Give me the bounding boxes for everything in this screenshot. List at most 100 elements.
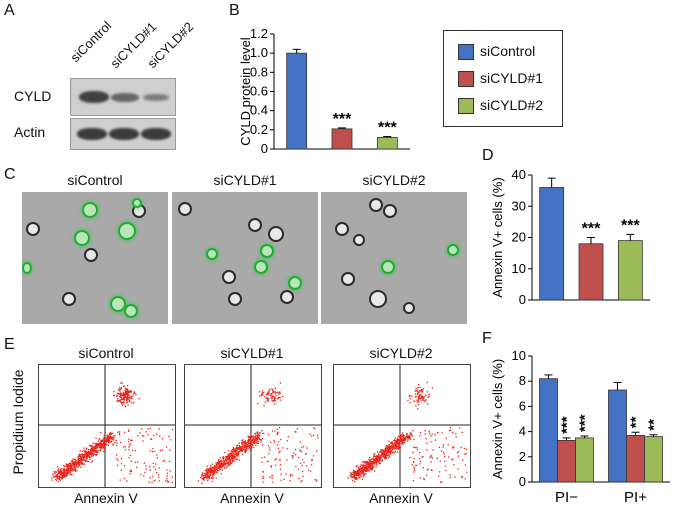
blot-band: [141, 128, 171, 140]
micrograph-sicontrol: [22, 192, 168, 324]
flow-xlabel: Annexin V: [369, 490, 433, 506]
y-tick-label: 0: [261, 141, 268, 156]
legend-label: siControl: [480, 43, 536, 59]
legend-item-sicyld1: siCYLD#1: [458, 70, 543, 88]
cell: [62, 292, 76, 306]
significance-label: ***: [378, 120, 397, 137]
flow-plot-sicyld2: [333, 364, 471, 488]
cell: [206, 248, 218, 260]
bar: [557, 440, 576, 483]
blot-band: [111, 93, 139, 102]
cell: [288, 276, 302, 290]
significance-label: **: [646, 419, 663, 431]
cell: [26, 222, 40, 236]
legend-item-sicontrol: siControl: [458, 43, 536, 61]
cell: [82, 202, 98, 218]
cell: [369, 290, 387, 308]
cell: [84, 248, 98, 262]
cell: [403, 302, 415, 314]
cell: [132, 198, 142, 208]
bar: [539, 378, 558, 483]
blot-row-label: CYLD: [14, 88, 52, 104]
legend-swatch: [458, 98, 474, 115]
significance-label: ***: [621, 217, 640, 234]
bar: [617, 240, 643, 301]
flow-plot-sicontrol: [38, 364, 176, 488]
flow-ylabel: Propidium Iodide: [10, 369, 26, 475]
y-tick-label: 30: [512, 198, 526, 213]
legend-label: siCYLD#2: [480, 97, 544, 113]
bar: [539, 187, 565, 301]
cell: [228, 292, 242, 306]
bar: [331, 128, 353, 150]
bar: [575, 437, 594, 483]
y-axis-label: Annexin V+ cells (%): [490, 177, 505, 297]
legend-swatch: [458, 71, 474, 88]
panel-label-e: E: [4, 336, 15, 353]
flow-xlabel: Annexin V: [74, 490, 138, 506]
flow-events: [51, 382, 174, 484]
flow-events: [197, 382, 319, 484]
cell: [268, 226, 284, 242]
cell: [341, 272, 355, 286]
bar: [286, 52, 308, 150]
y-tick-label: 0: [519, 292, 526, 307]
cell: [22, 262, 32, 274]
y-tick-label: 0.4: [250, 103, 268, 118]
cell: [124, 304, 138, 318]
significance-label: ***: [333, 111, 352, 128]
cell: [353, 234, 365, 246]
y-tick-label: 4: [519, 424, 526, 439]
legend-swatch: [458, 44, 474, 61]
cyld-blot-strip: [70, 78, 176, 116]
bar: [644, 436, 663, 483]
cell: [383, 204, 397, 218]
cell: [248, 218, 262, 232]
y-tick-label: 2: [519, 449, 526, 464]
cell: [447, 244, 459, 256]
blot-row-label: Actin: [14, 124, 46, 140]
panel-label-d: D: [482, 147, 494, 164]
y-tick-label: 0: [519, 474, 526, 489]
significance-label: ***: [559, 416, 576, 434]
panel-label-f: F: [482, 330, 492, 347]
x-group-label: PI+: [624, 489, 647, 506]
chart-b-cyld-protein: 0 0.2 0.4 0.6 0.8 1.0 1.2 *** *** CYLD protein le…: [238, 26, 410, 156]
legend-item-sicyld2: siCYLD#2: [458, 97, 544, 115]
cell: [74, 230, 90, 246]
micro-title: siCYLD#1: [213, 172, 277, 188]
x-group-label: PI−: [555, 489, 578, 506]
y-tick-label: 8: [519, 373, 526, 388]
y-tick-label: 0.6: [250, 84, 268, 99]
significance-label: ***: [577, 414, 594, 432]
y-tick-label: 1.0: [250, 45, 268, 60]
y-axis-label: Annexin V+ cells (%): [490, 359, 505, 479]
flow-title: siControl: [78, 345, 134, 361]
panel-label-c: C: [4, 166, 16, 183]
cell: [222, 270, 236, 284]
micro-title: siControl: [67, 172, 123, 188]
y-tick-label: 40: [512, 167, 526, 182]
cell: [381, 260, 395, 274]
y-tick-label: 10: [512, 261, 526, 276]
flow-plot-sicyld1: [184, 364, 322, 488]
blot-band: [143, 94, 169, 101]
significance-label: ***: [582, 221, 601, 238]
bar: [626, 434, 645, 483]
panel-label-b: B: [229, 2, 240, 19]
y-tick-label: 10: [512, 348, 526, 363]
y-tick-label: 20: [512, 230, 526, 245]
y-tick-label: 1.2: [250, 26, 268, 41]
cell: [280, 290, 294, 304]
significance-label: **: [628, 416, 645, 428]
flow-xlabel: Annexin V: [220, 490, 284, 506]
bar: [376, 137, 398, 150]
blot-band: [79, 91, 109, 103]
y-tick-label: 0.2: [250, 122, 268, 137]
panel-label-a: A: [4, 2, 15, 19]
micrograph-sicyld1: [172, 192, 318, 324]
cell: [110, 296, 126, 312]
cell: [178, 202, 192, 216]
y-tick-label: 6: [519, 398, 526, 413]
actin-blot-strip: [70, 118, 176, 150]
